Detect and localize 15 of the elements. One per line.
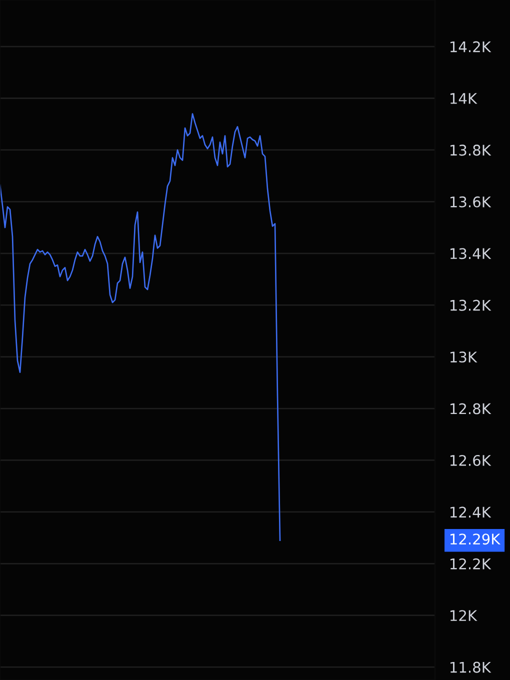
y-tick-label: 13K — [450, 352, 478, 363]
y-tick-label: 13.6K — [450, 196, 492, 208]
text: 12.29K — [450, 534, 501, 545]
line-series — [0, 113, 281, 542]
y-tick-label: 12.8K — [450, 403, 492, 414]
y-tick-label: 12.6K — [450, 454, 492, 466]
y-tick-label: 12.2K — [450, 558, 492, 570]
y-tick-label: 12K — [450, 610, 478, 621]
y-tick-label: 14K — [450, 93, 478, 104]
y-tick-label: 12.4K — [450, 506, 492, 518]
y-tick-label: 11.8K — [450, 662, 492, 673]
y-tick-label: 13.2K — [450, 300, 492, 311]
y-tick-label: 14.2K — [450, 41, 492, 52]
y-tick-label: 13.8K — [450, 144, 492, 156]
y-tick-label: 13.4K — [450, 248, 492, 260]
